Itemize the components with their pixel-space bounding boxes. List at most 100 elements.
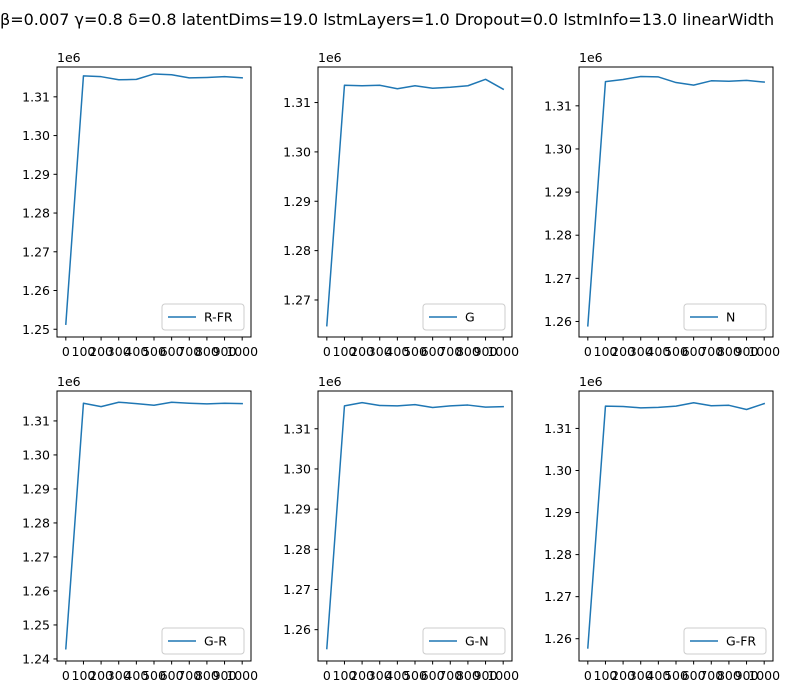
legend-box [683, 303, 767, 331]
y-tick-label: 1.30 [544, 141, 572, 156]
x-tick-label: 100 [594, 668, 618, 683]
y-tick-label: 1.24 [22, 651, 50, 666]
y-tick-label: 1.31 [22, 413, 50, 428]
x-tick-label: 700 [699, 344, 723, 359]
x-tick-label: 500 [664, 668, 688, 683]
x-tick-label: 800 [456, 668, 480, 683]
figure-title: β=0.007 γ=0.8 δ=0.8 latentDims=19.0 lstm… [0, 10, 775, 29]
chart-panel-2: 1e6 1.27 1.28 1.29 1.30 1.31 0 1002003004005006… [283, 50, 519, 359]
legend-box [422, 303, 506, 331]
y-tick-label: 1.26 [283, 622, 311, 637]
y-tick-label: 1.26 [22, 283, 50, 298]
x-tick-label: 700 [438, 344, 462, 359]
x-tick-label: 900 [735, 344, 759, 359]
y-tick-label: 1.29 [22, 481, 50, 496]
legend-label: G [465, 310, 475, 325]
x-tick-label: 200 [350, 344, 374, 359]
x-tick-label: 300 [368, 344, 392, 359]
x-tick-label: 900 [213, 344, 237, 359]
y-tick-label: 1.31 [283, 95, 311, 110]
x-tick-label: 1000 [487, 344, 519, 359]
x-tick-label: 400 [385, 668, 409, 683]
y-tick-label: 1.25 [22, 617, 50, 632]
y-offset-label: 1e6 [318, 50, 342, 65]
y-tick-label: 1.28 [544, 547, 572, 562]
x-tick-label: 600 [421, 344, 445, 359]
x-tick-label: 200 [611, 668, 635, 683]
series-line [587, 75, 765, 327]
x-tick-label: 0 [323, 344, 331, 359]
y-tick-label: 1.27 [283, 582, 311, 597]
x-tick-label: 400 [124, 344, 148, 359]
y-tick-label: 1.31 [283, 421, 311, 436]
y-tick-label: 1.26 [544, 314, 572, 329]
legend-label: R-FR [204, 310, 233, 325]
x-tick-label: 0 [62, 344, 70, 359]
axes-frame [56, 390, 252, 662]
chart-panel-3: 1e6 1.26 1.27 1.28 1.29 1.30 1.31 0 100200300400… [544, 50, 780, 359]
series-line [326, 78, 505, 327]
y-tick-label: 1.28 [22, 515, 50, 530]
x-tick-label: 200 [350, 668, 374, 683]
x-tick-label: 700 [177, 344, 201, 359]
y-offset-label: 1e6 [579, 374, 603, 389]
x-tick-label: 200 [611, 344, 635, 359]
x-tick-label: 300 [107, 668, 131, 683]
x-tick-label: 0 [62, 668, 70, 683]
y-tick-label: 1.30 [22, 447, 50, 462]
x-tick-label: 1000 [487, 668, 519, 683]
chart-panel-6: 1e6 1.26 1.27 1.28 1.29 1.30 1.31 0 100200300400… [544, 374, 780, 683]
x-tick-label: 300 [107, 344, 131, 359]
y-tick-label: 1.29 [283, 502, 311, 517]
y-tick-label: 1.26 [544, 631, 572, 646]
x-tick-label: 100 [72, 668, 96, 683]
y-tick-label: 1.27 [22, 244, 50, 259]
y-offset-label: 1e6 [579, 50, 603, 65]
x-tick-label: 900 [474, 668, 498, 683]
x-tick-label: 900 [474, 344, 498, 359]
y-tick-label: 1.30 [283, 461, 311, 476]
x-tick-label: 700 [699, 668, 723, 683]
x-tick-label: 800 [195, 668, 219, 683]
x-tick-label: 1000 [748, 344, 780, 359]
y-tick-label: 1.27 [544, 271, 572, 286]
x-tick-label: 200 [89, 668, 113, 683]
x-tick-label: 600 [160, 344, 184, 359]
y-tick-label: 1.30 [544, 463, 572, 478]
x-tick-label: 600 [160, 668, 184, 683]
x-tick-label: 0 [323, 668, 331, 683]
x-tick-label: 1000 [748, 668, 780, 683]
y-tick-label: 1.31 [22, 89, 50, 104]
series-line [587, 402, 766, 649]
legend-label: G-FR [726, 634, 756, 649]
x-tick-label: 700 [438, 668, 462, 683]
y-tick-label: 1.26 [22, 583, 50, 598]
legend-label: N [726, 310, 735, 325]
x-tick-label: 100 [333, 344, 357, 359]
y-offset-label: 1e6 [318, 374, 342, 389]
x-tick-label: 400 [646, 344, 670, 359]
y-tick-label: 1.27 [544, 589, 572, 604]
x-tick-label: 400 [646, 668, 670, 683]
axes-frame [317, 390, 513, 662]
y-offset-label: 1e6 [57, 50, 81, 65]
x-tick-label: 200 [89, 344, 113, 359]
x-tick-label: 0 [584, 344, 592, 359]
x-tick-label: 800 [195, 344, 219, 359]
x-tick-label: 500 [664, 344, 688, 359]
x-tick-label: 500 [403, 668, 427, 683]
chart-panel-1: 1e6 1.25 1.26 1.27 1.28 1.29 1.30 1.31 0 10020030… [22, 50, 258, 359]
legend-box [161, 627, 245, 655]
y-tick-label: 1.28 [283, 542, 311, 557]
axes-frame [56, 66, 252, 338]
series-line [326, 401, 504, 650]
x-tick-label: 0 [584, 668, 592, 683]
x-tick-label: 300 [629, 344, 653, 359]
y-tick-label: 1.28 [283, 243, 311, 258]
x-tick-label: 500 [403, 344, 427, 359]
y-tick-label: 1.31 [544, 98, 572, 113]
x-tick-label: 400 [124, 668, 148, 683]
y-tick-label: 1.31 [544, 421, 572, 436]
x-tick-label: 900 [213, 668, 237, 683]
